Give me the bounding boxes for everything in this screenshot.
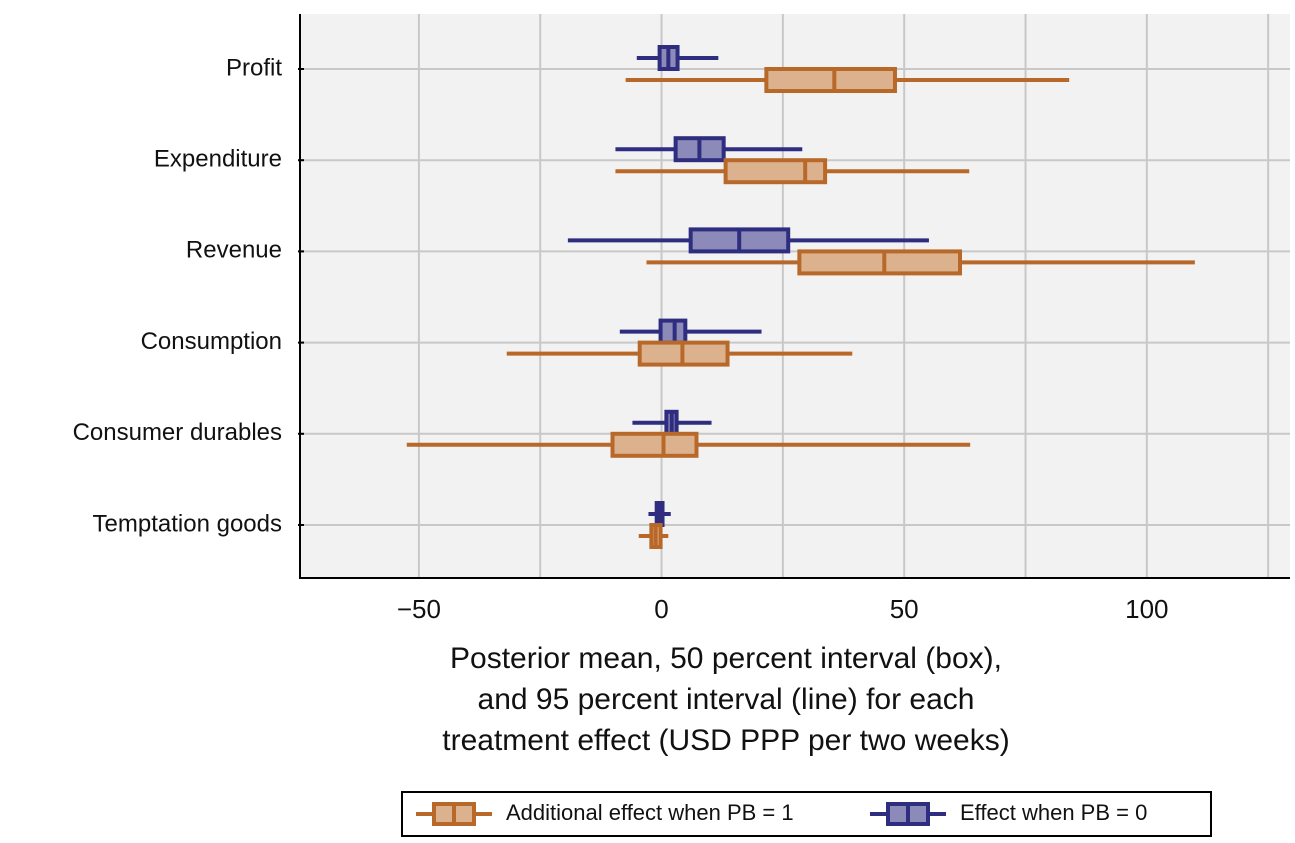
x-tick-label: −50	[397, 594, 441, 624]
y-tick-label: Profit	[226, 54, 282, 81]
box	[723, 158, 828, 185]
y-tick-label: Consumer durables	[73, 419, 282, 446]
x-axis-label: and 95 percent interval (line) for each	[478, 683, 975, 716]
legend-label: Additional effect when PB = 1	[506, 800, 794, 825]
plot-background	[300, 14, 1290, 578]
x-tick-label: 0	[654, 594, 668, 624]
y-tick-label: Consumption	[141, 328, 282, 355]
box	[764, 67, 897, 93]
y-tick-label: Temptation goods	[93, 510, 282, 537]
y-tick-label: Expenditure	[154, 146, 282, 173]
box	[610, 431, 699, 458]
x-axis-label: treatment effect (USD PPP per two weeks)	[442, 724, 1009, 757]
x-axis-label: Posterior mean, 50 percent interval (box…	[450, 642, 1002, 675]
box	[797, 249, 963, 276]
legend-box	[401, 791, 1212, 837]
x-tick-label: 100	[1125, 594, 1168, 624]
legend-label: Effect when PB = 0	[960, 800, 1147, 825]
y-tick-label: Revenue	[186, 237, 282, 264]
x-tick-label: 50	[890, 594, 919, 624]
